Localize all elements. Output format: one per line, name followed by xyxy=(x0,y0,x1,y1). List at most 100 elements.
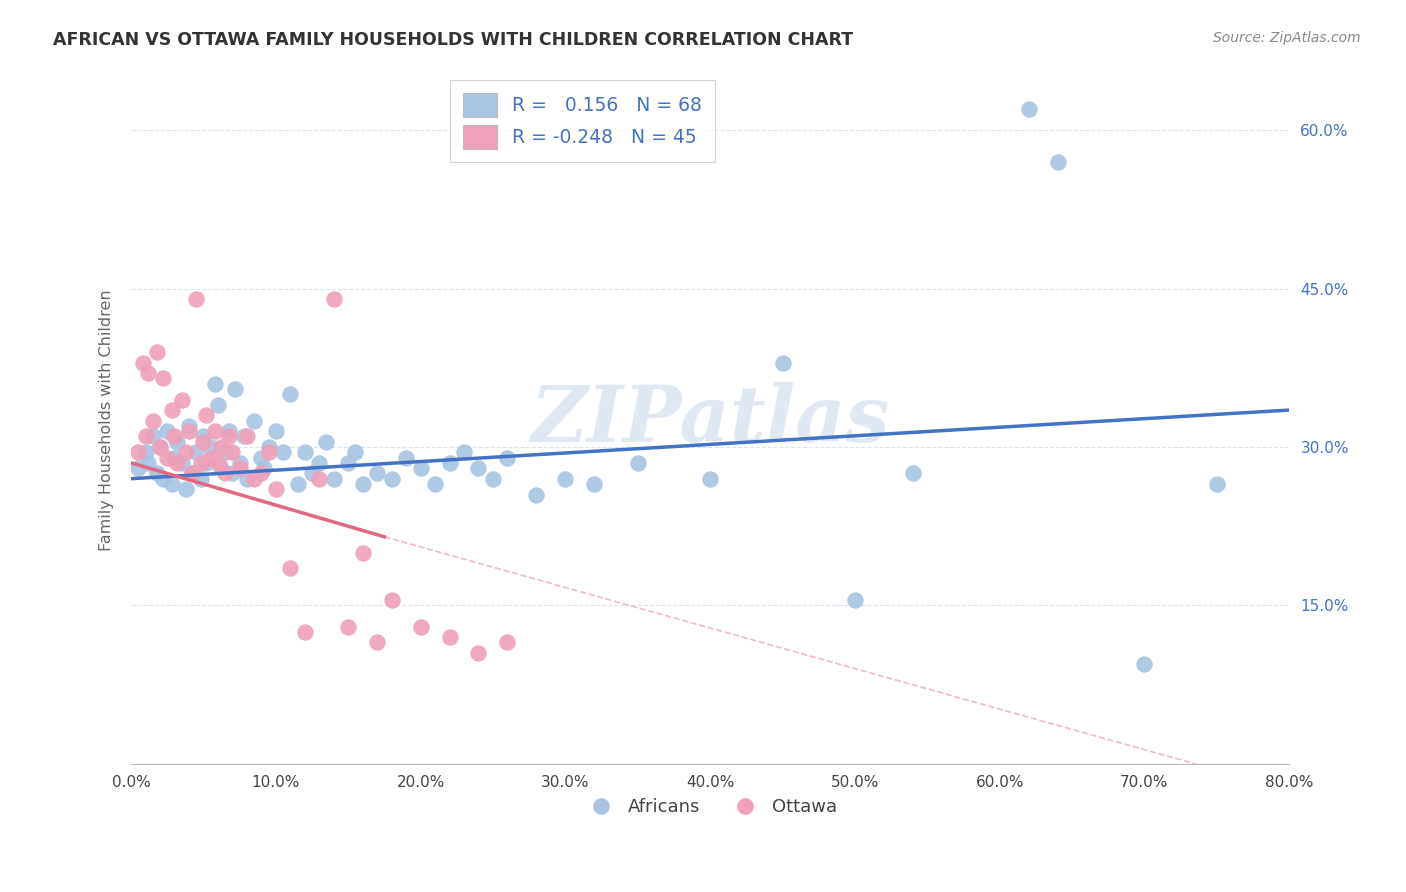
Point xyxy=(218,424,240,438)
Point xyxy=(131,355,153,369)
Point xyxy=(243,472,266,486)
Point xyxy=(177,424,200,438)
Point xyxy=(278,387,301,401)
Point xyxy=(250,450,273,465)
Point xyxy=(308,456,330,470)
Point xyxy=(207,456,229,470)
Point xyxy=(127,461,149,475)
Point xyxy=(1133,657,1156,671)
Point xyxy=(221,467,243,481)
Point xyxy=(160,403,183,417)
Point xyxy=(218,429,240,443)
Point xyxy=(224,382,246,396)
Point xyxy=(209,461,232,475)
Point xyxy=(160,477,183,491)
Point xyxy=(166,434,188,449)
Point xyxy=(214,445,236,459)
Point xyxy=(195,456,218,470)
Point xyxy=(146,467,169,481)
Point xyxy=(496,635,519,649)
Point xyxy=(186,292,208,306)
Point xyxy=(233,429,256,443)
Point xyxy=(257,440,280,454)
Point xyxy=(322,472,344,486)
Point xyxy=(352,546,374,560)
Point xyxy=(138,366,160,380)
Point xyxy=(1018,102,1040,116)
Point xyxy=(138,456,160,470)
Point xyxy=(221,445,243,459)
Point xyxy=(366,635,388,649)
Point xyxy=(163,429,186,443)
Point xyxy=(344,445,367,459)
Point xyxy=(170,456,193,470)
Point xyxy=(228,456,250,470)
Y-axis label: Family Households with Children: Family Households with Children xyxy=(100,290,114,551)
Point xyxy=(315,434,337,449)
Point xyxy=(409,619,432,633)
Point xyxy=(250,467,273,481)
Point xyxy=(190,456,212,470)
Point xyxy=(127,445,149,459)
Point xyxy=(193,434,215,449)
Point xyxy=(439,630,461,644)
Point xyxy=(271,445,294,459)
Point xyxy=(195,409,218,423)
Point xyxy=(583,477,606,491)
Point xyxy=(180,467,202,481)
Point xyxy=(301,467,323,481)
Point xyxy=(381,472,404,486)
Point xyxy=(190,472,212,486)
Point xyxy=(149,440,172,454)
Point xyxy=(134,429,156,443)
Text: ZIPatlas: ZIPatlas xyxy=(530,383,890,458)
Point xyxy=(627,456,650,470)
Point xyxy=(1046,155,1069,169)
Point xyxy=(395,450,418,465)
Point xyxy=(200,440,222,454)
Point xyxy=(207,398,229,412)
Text: Source: ZipAtlas.com: Source: ZipAtlas.com xyxy=(1213,31,1361,45)
Point xyxy=(156,450,179,465)
Point xyxy=(496,450,519,465)
Point xyxy=(264,424,287,438)
Point xyxy=(257,445,280,459)
Point xyxy=(142,414,165,428)
Point xyxy=(236,429,259,443)
Point xyxy=(214,467,236,481)
Point xyxy=(482,472,505,486)
Point xyxy=(772,355,794,369)
Point xyxy=(366,467,388,481)
Point xyxy=(467,461,489,475)
Point xyxy=(278,561,301,575)
Point xyxy=(337,456,360,470)
Point xyxy=(423,477,446,491)
Point xyxy=(236,472,259,486)
Point xyxy=(381,593,404,607)
Point xyxy=(156,424,179,438)
Point xyxy=(294,624,316,639)
Point xyxy=(439,456,461,470)
Point xyxy=(287,477,309,491)
Point xyxy=(204,376,226,391)
Point xyxy=(409,461,432,475)
Point xyxy=(901,467,924,481)
Point xyxy=(209,440,232,454)
Point xyxy=(228,461,250,475)
Legend: Africans, Ottawa: Africans, Ottawa xyxy=(575,791,845,823)
Text: AFRICAN VS OTTAWA FAMILY HOUSEHOLDS WITH CHILDREN CORRELATION CHART: AFRICAN VS OTTAWA FAMILY HOUSEHOLDS WITH… xyxy=(53,31,853,49)
Point xyxy=(200,450,222,465)
Point xyxy=(308,472,330,486)
Point xyxy=(204,424,226,438)
Point xyxy=(174,483,197,497)
Point xyxy=(467,646,489,660)
Point xyxy=(844,593,866,607)
Point xyxy=(264,483,287,497)
Point xyxy=(177,418,200,433)
Point xyxy=(149,440,172,454)
Point xyxy=(294,445,316,459)
Point xyxy=(170,392,193,407)
Point xyxy=(352,477,374,491)
Point xyxy=(193,429,215,443)
Point xyxy=(526,487,548,501)
